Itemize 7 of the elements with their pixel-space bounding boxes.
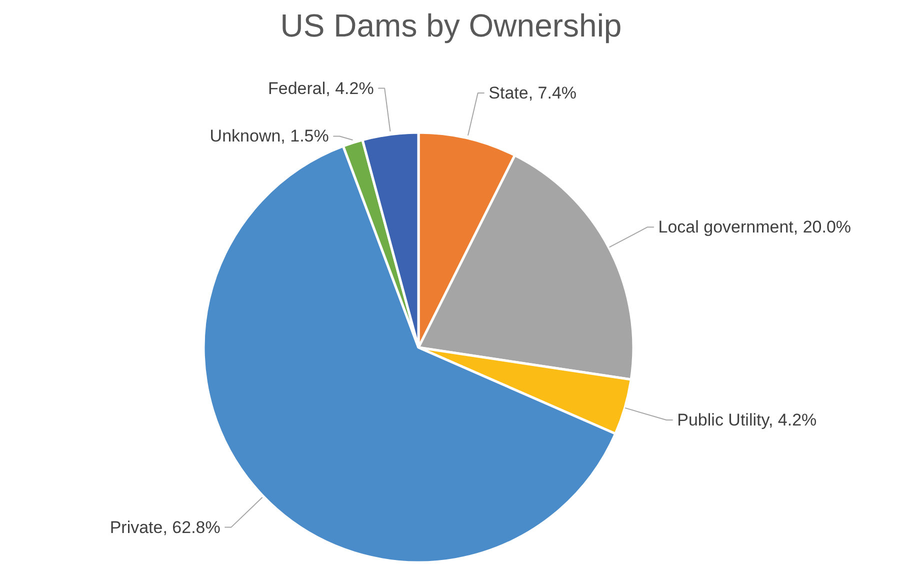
slice-label: Unknown, 1.5%	[210, 126, 329, 146]
slice-label: Local government, 20.0%	[658, 218, 852, 237]
slice-label: State, 7.4%	[488, 84, 577, 103]
chart-title: US Dams by Ownership	[280, 8, 622, 44]
slice-label: Federal, 4.2%	[268, 78, 374, 98]
slice-label: Public Utility, 4.2%	[677, 410, 817, 430]
slice-label: Private, 62.8%	[110, 518, 220, 537]
